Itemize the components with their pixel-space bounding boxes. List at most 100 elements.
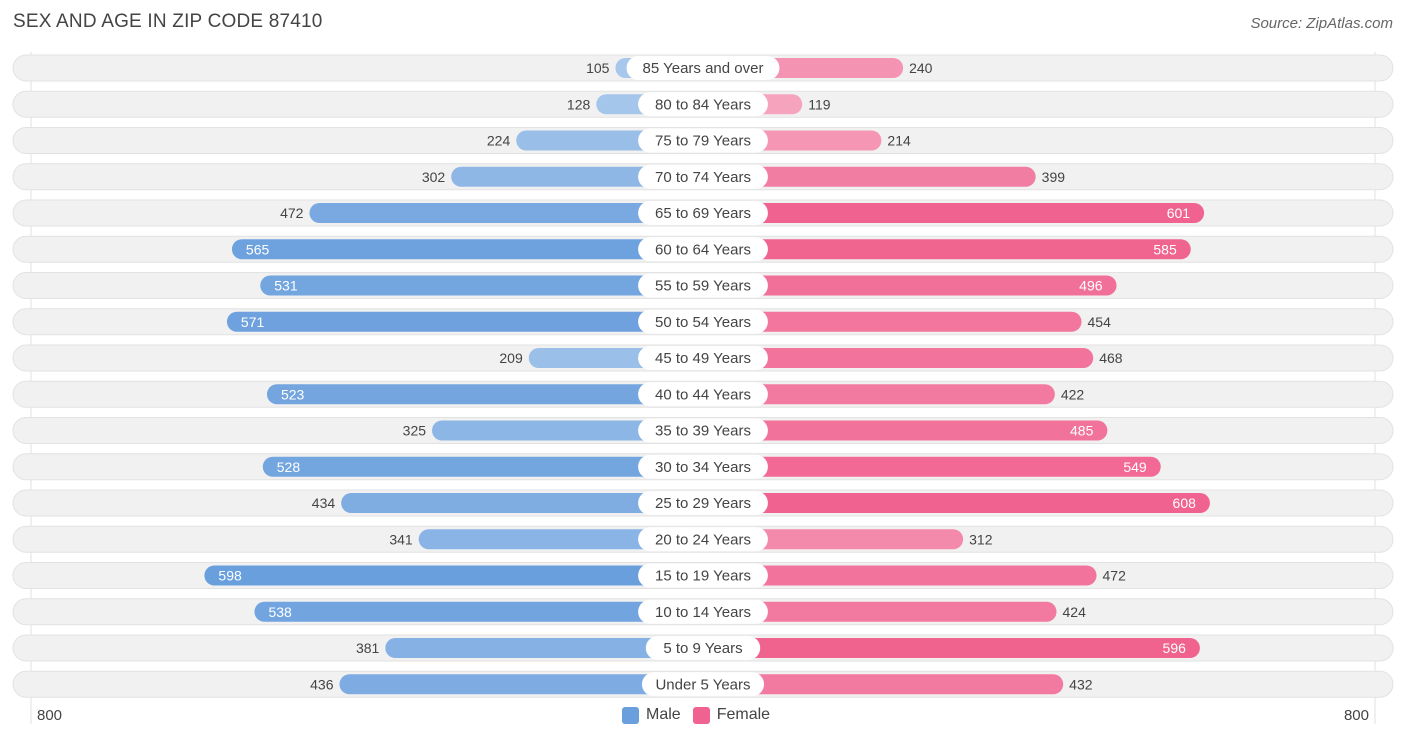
male-bar <box>226 311 703 332</box>
female-value-label: 468 <box>1099 350 1123 366</box>
category-pill <box>638 382 768 407</box>
male-value-label: 571 <box>241 314 265 330</box>
female-bar <box>703 166 1036 187</box>
axis-left-max-label: 800 <box>37 707 63 724</box>
category-label: 65 to 69 Years <box>655 205 751 222</box>
female-value-label: 549 <box>1123 459 1147 475</box>
female-bar <box>703 601 1057 622</box>
category-pill <box>638 454 768 479</box>
legend-swatch-male <box>622 706 639 724</box>
male-value-label: 528 <box>277 459 301 475</box>
female-bar <box>703 348 1094 368</box>
male-value-label: 128 <box>567 96 591 112</box>
female-value-label: 422 <box>1061 386 1085 402</box>
female-bar <box>703 384 1055 405</box>
male-value-label: 598 <box>218 568 242 584</box>
legend-label-female: Female <box>716 706 771 723</box>
male-bar <box>341 493 703 513</box>
category-label: 10 to 14 Years <box>655 604 751 621</box>
category-pill <box>626 56 780 80</box>
male-bar <box>254 601 703 622</box>
category-label: 15 to 19 Years <box>655 568 751 585</box>
category-label: 20 to 24 Years <box>655 531 751 548</box>
legend-label-male: Male <box>646 706 681 723</box>
male-bar <box>385 638 703 658</box>
male-value-label: 472 <box>280 205 304 221</box>
male-value-label: 302 <box>422 169 446 185</box>
category-label: 5 to 9 Years <box>663 640 742 657</box>
category-pill <box>645 636 761 660</box>
female-bar <box>703 638 1200 658</box>
male-value-label: 224 <box>487 133 511 149</box>
female-bar <box>703 529 964 550</box>
category-label: 70 to 74 Years <box>655 169 751 186</box>
male-value-label: 531 <box>274 278 298 294</box>
female-value-label: 596 <box>1163 640 1187 656</box>
category-label: 60 to 64 Years <box>655 241 751 258</box>
male-bar <box>418 529 703 550</box>
female-value-label: 424 <box>1063 604 1087 620</box>
category-pill <box>641 672 765 697</box>
male-value-label: 209 <box>499 350 523 366</box>
male-value-label: 381 <box>356 640 380 656</box>
category-pill <box>638 563 768 588</box>
category-pill <box>638 92 768 117</box>
female-bar <box>703 456 1161 477</box>
category-label: 75 to 79 Years <box>655 133 751 150</box>
category-label: 45 to 49 Years <box>655 350 751 367</box>
male-bar <box>309 203 703 223</box>
female-value-label: 608 <box>1173 495 1197 511</box>
category-pill <box>638 599 768 624</box>
legend-swatch-female <box>692 706 710 724</box>
male-value-label: 105 <box>586 60 610 76</box>
male-value-label: 434 <box>312 495 336 511</box>
male-bar <box>260 275 703 296</box>
category-pill <box>638 418 768 443</box>
category-label: Under 5 Years <box>655 676 750 693</box>
female-bar <box>703 239 1191 260</box>
chart-title: SEX AND AGE IN ZIP CODE 87410 <box>13 11 323 32</box>
category-pill <box>638 201 768 225</box>
female-value-label: 496 <box>1079 278 1103 294</box>
category-pill <box>638 164 768 189</box>
male-bar <box>432 420 703 441</box>
category-pill <box>638 346 768 370</box>
female-bar <box>703 275 1117 296</box>
male-bar <box>266 384 703 405</box>
female-value-label: 399 <box>1042 169 1066 185</box>
category-label: 25 to 29 Years <box>655 495 751 512</box>
legend-item-male: Male <box>622 706 681 724</box>
female-bar <box>703 311 1082 332</box>
female-value-label: 585 <box>1153 241 1177 257</box>
category-pill <box>638 527 768 552</box>
category-label: 55 to 59 Years <box>655 278 751 295</box>
female-value-label: 214 <box>887 133 911 149</box>
male-value-label: 325 <box>403 423 427 439</box>
category-label: 30 to 34 Years <box>655 459 751 476</box>
female-value-label: 454 <box>1088 314 1112 330</box>
category-label: 40 to 44 Years <box>655 386 751 403</box>
legend-item-female: Female <box>692 706 771 724</box>
male-value-label: 538 <box>268 604 292 620</box>
female-bar <box>703 203 1205 223</box>
legend: Male Female <box>622 706 782 724</box>
male-value-label: 565 <box>246 241 270 257</box>
category-label: 85 Years and over <box>643 60 764 77</box>
axis-right-max-label: 800 <box>1343 707 1369 724</box>
male-value-label: 523 <box>281 386 305 402</box>
source-label: Source: ZipAtlas.com <box>1250 15 1393 32</box>
female-value-label: 472 <box>1103 568 1127 584</box>
category-pill <box>638 128 768 153</box>
category-label: 80 to 84 Years <box>655 96 751 113</box>
female-bar <box>703 493 1210 513</box>
male-bar <box>231 239 703 260</box>
category-pill <box>638 237 768 262</box>
male-bar <box>262 456 703 477</box>
female-bar <box>703 565 1097 586</box>
female-value-label: 485 <box>1070 423 1094 439</box>
category-pill <box>638 273 768 298</box>
female-bar <box>703 674 1064 695</box>
male-value-label: 436 <box>310 676 334 692</box>
category-pill <box>638 491 768 515</box>
